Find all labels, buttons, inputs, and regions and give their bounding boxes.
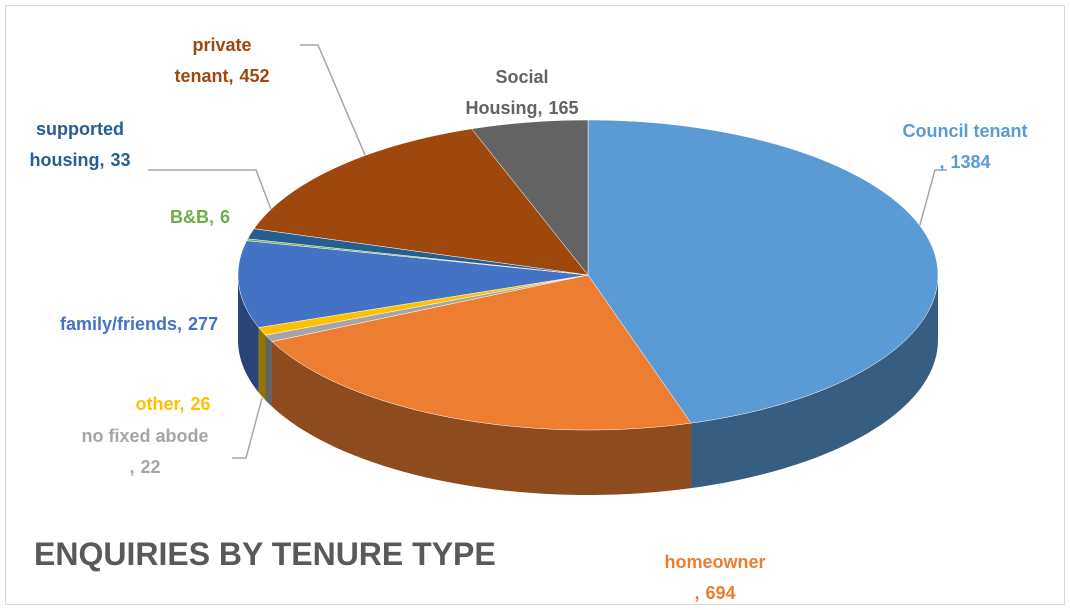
data-label: no fixed abode , 22: [65, 421, 225, 483]
data-label: other, 26: [73, 389, 273, 420]
label-value: 1384: [950, 152, 991, 172]
slice: [253, 128, 589, 276]
leader-line: [300, 44, 366, 156]
label-category: homeowner ,: [664, 552, 766, 603]
data-label: family/friends, 277: [60, 309, 218, 340]
leader-line: [148, 169, 273, 213]
label-value: 277: [188, 314, 219, 334]
label-value: 33: [110, 150, 131, 170]
label-value: 452: [239, 66, 270, 86]
slice: [271, 274, 692, 431]
slice: [471, 119, 589, 276]
slice-side: [265, 335, 272, 407]
data-label: Council tenant , 1384: [875, 116, 1055, 178]
label-category: B&B,: [169, 207, 214, 227]
leader-line: [232, 397, 263, 459]
label-value: 6: [219, 207, 230, 227]
leader-line: [917, 169, 947, 233]
data-label: supported housing, 33: [20, 114, 140, 176]
label-category: Social Housing,: [465, 67, 549, 118]
label-category: private tenant,: [174, 35, 252, 86]
label-category: other,: [135, 394, 185, 414]
data-label: private tenant, 452: [147, 30, 297, 92]
data-label: B&B, 6: [140, 202, 260, 233]
slice: [587, 119, 939, 424]
label-value: 26: [190, 394, 211, 414]
label-category: family/friends,: [60, 314, 183, 334]
slice: [237, 240, 589, 328]
chart-border: [5, 5, 1065, 605]
slice-side: [238, 275, 259, 393]
label-category: no fixed abode ,: [81, 426, 209, 477]
slice-side: [691, 275, 938, 489]
data-label: homeowner , 694: [645, 547, 785, 609]
slice-side: [271, 341, 692, 495]
label-category: supported housing,: [29, 119, 124, 170]
chart-title: ENQUIRIES BY TENURE TYPE: [34, 536, 496, 572]
label-value: 22: [140, 457, 161, 477]
slice-side: [258, 327, 266, 401]
label-category: Council tenant ,: [902, 121, 1028, 172]
data-label: Social Housing, 165: [442, 62, 602, 124]
label-value: 694: [705, 583, 736, 603]
label-value: 165: [548, 98, 579, 118]
